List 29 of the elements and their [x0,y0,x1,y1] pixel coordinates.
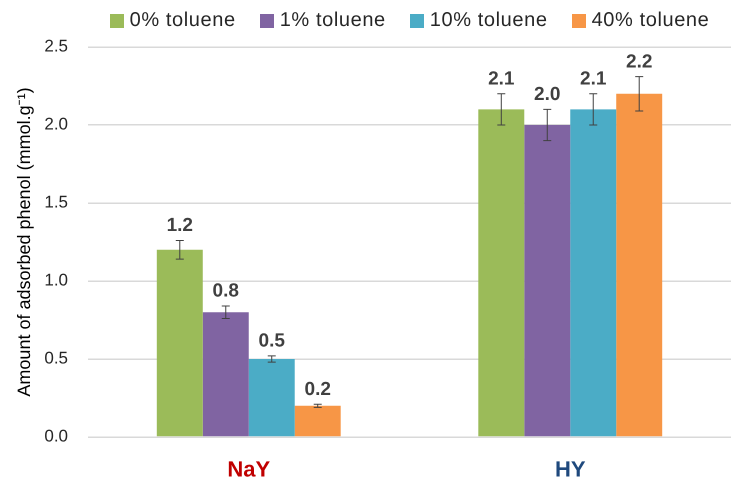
x-tick-label: HY [554,456,586,481]
data-label: 2.2 [626,51,652,72]
data-label: 2.1 [488,68,515,90]
legend-label: 40% toluene [592,9,710,32]
y-tick-label: 1.0 [44,270,68,290]
data-label: 2.1 [580,68,607,90]
bar [294,406,341,436]
x-tick-label: NaY [227,456,270,481]
data-label: 1.2 [166,215,193,236]
bar [202,312,249,436]
legend-label: 10% toluene [430,9,548,32]
bar [248,359,295,436]
data-label: 0.5 [258,330,286,352]
bar [156,250,203,436]
data-label: 0.2 [304,378,331,400]
y-tick-label: 2.5 [44,36,68,56]
bar [478,109,524,436]
bar [570,109,616,436]
y-tick-label: 0.0 [44,426,68,446]
bar [524,125,570,436]
y-tick-label: 1.5 [44,192,68,212]
data-label: 2.0 [534,84,560,106]
data-label: 0.8 [212,280,239,302]
y-tick-label: 0.5 [44,348,68,368]
y-tick-label: 2.0 [44,114,68,134]
bar [616,94,662,436]
legend-label: 1% toluene [280,9,386,32]
y-axis-title: Amount of adsorbed phenol (mmol.g⁻¹) [14,87,34,397]
legend-label: 0% toluene [130,9,236,32]
